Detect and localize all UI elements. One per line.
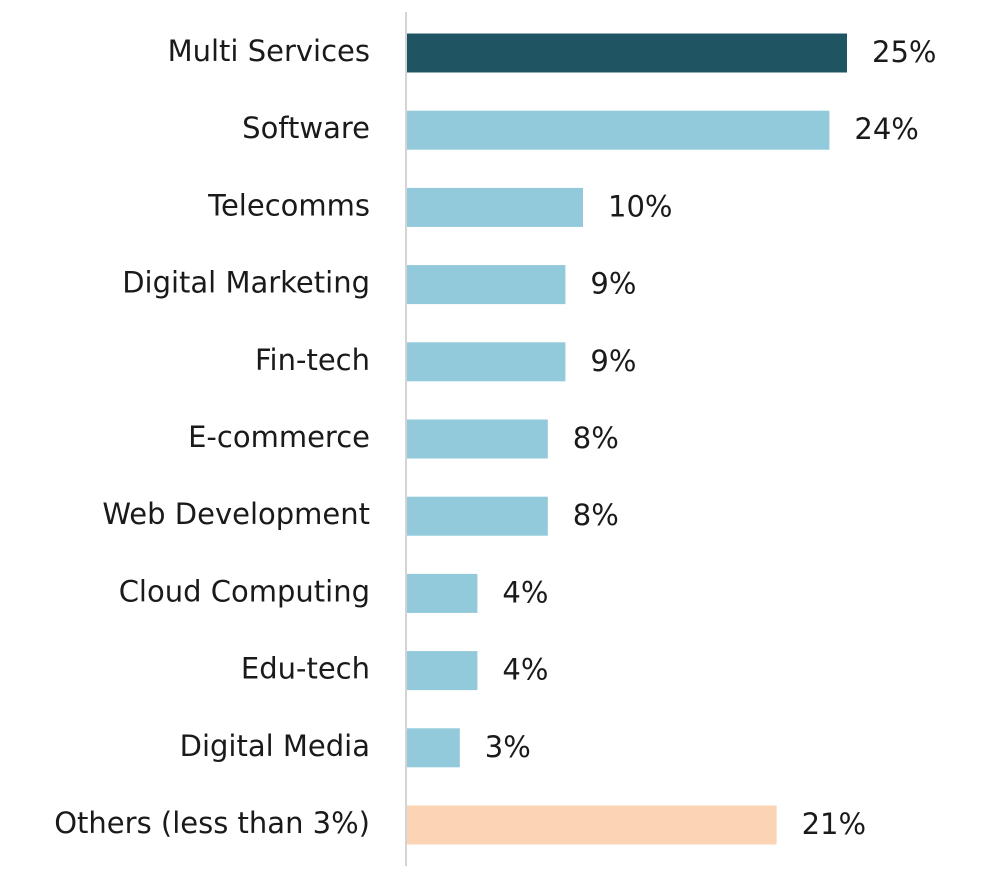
bar-4 (407, 342, 566, 382)
category-label-1: Software (242, 111, 370, 145)
bar-3 (407, 265, 566, 305)
bar-7 (407, 573, 478, 613)
bar-5 (407, 419, 548, 459)
value-label-3: 9% (590, 267, 636, 301)
value-label-7: 4% (502, 575, 548, 609)
bar-8 (407, 651, 478, 691)
value-label-4: 9% (590, 344, 636, 378)
value-label-1: 24% (854, 112, 918, 146)
value-label-10: 21% (802, 807, 866, 841)
category-label-4: Fin-tech (255, 343, 370, 377)
value-label-5: 8% (573, 421, 619, 455)
category-label-10: Others (less than 3%) (54, 806, 370, 840)
category-label-7: Cloud Computing (119, 574, 370, 608)
bar-1 (407, 110, 830, 150)
category-label-5: E-commerce (188, 420, 370, 454)
category-label-0: Multi Services (168, 34, 370, 68)
bar-10 (407, 805, 777, 845)
value-label-2: 10% (608, 189, 672, 223)
bar-2 (407, 187, 583, 227)
labels-layer: Multi Services 25% Software 24% Telecomms 10%… (54, 34, 936, 841)
category-label-9: Digital Media (180, 729, 370, 763)
value-label-6: 8% (573, 498, 619, 532)
value-label-8: 4% (502, 653, 548, 687)
category-label-8: Edu-tech (241, 652, 370, 686)
value-label-9: 3% (485, 730, 531, 764)
category-label-6: Web Development (102, 497, 370, 531)
category-label-3: Digital Marketing (122, 266, 370, 300)
bar-9 (407, 728, 460, 768)
bars-layer (407, 33, 847, 845)
bar-6 (407, 496, 548, 536)
bar-0 (407, 33, 847, 73)
value-label-0: 25% (872, 35, 936, 69)
category-label-2: Telecomms (207, 188, 370, 222)
